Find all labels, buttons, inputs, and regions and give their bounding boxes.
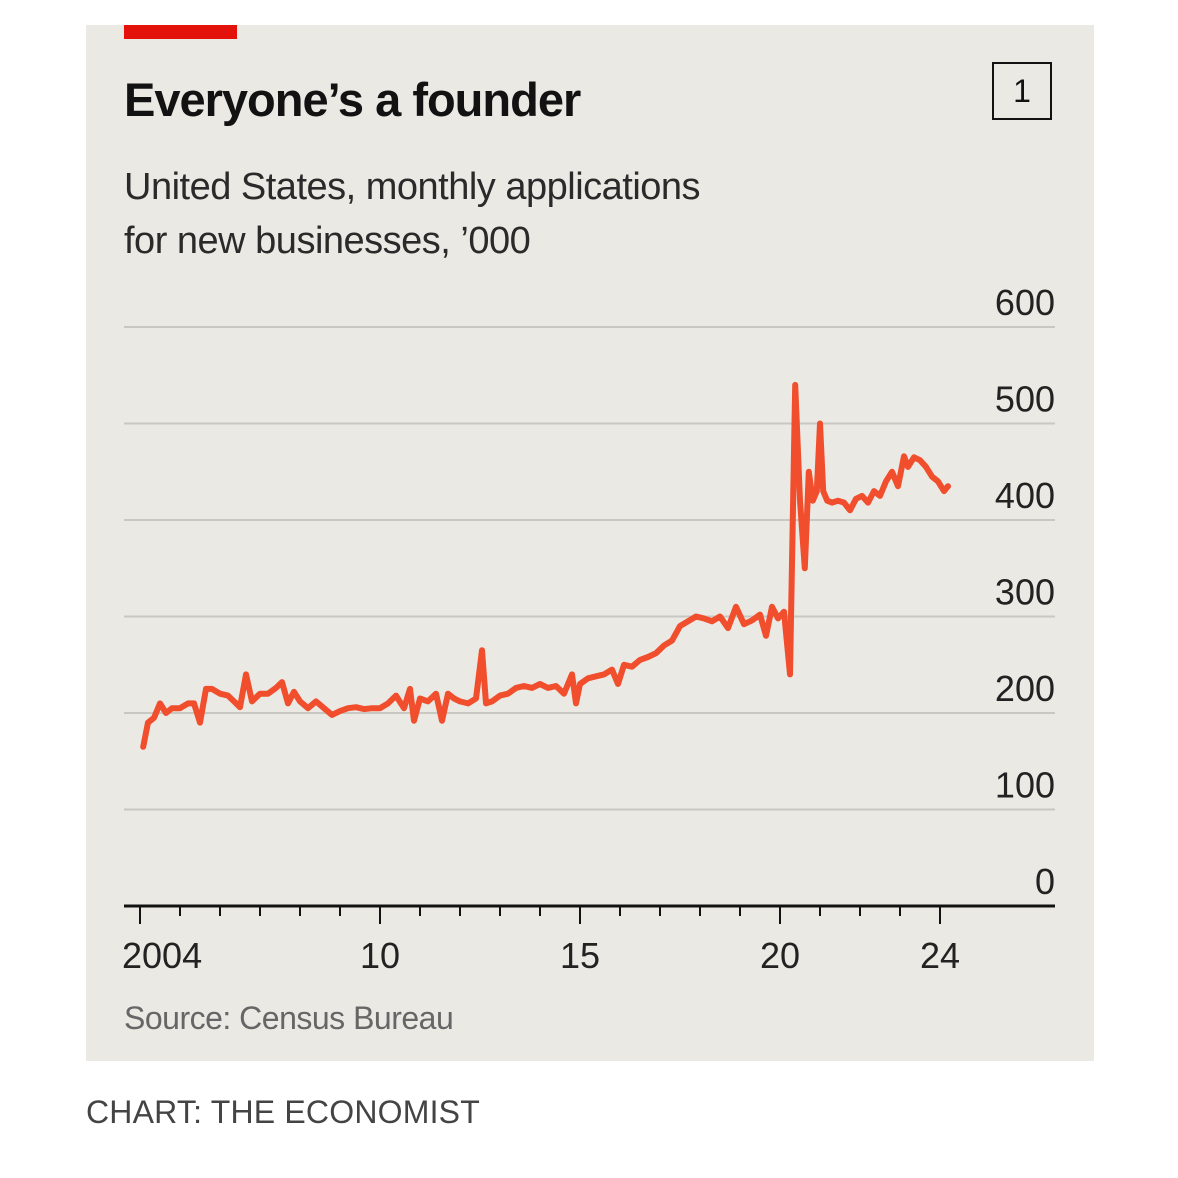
x-tick-label-20: 20 [760, 935, 800, 976]
gridlines [124, 326, 1055, 811]
source-note: Source: Census Bureau [124, 1000, 454, 1036]
x-axis [124, 904, 1055, 924]
chart-title: Everyone’s a founder [124, 73, 581, 126]
chart-subtitle: United States, monthly applications for … [124, 160, 824, 268]
y-tick-label-0: 0 [1035, 861, 1055, 902]
x-tick-label-24: 24 [920, 935, 960, 976]
chart-panel [86, 25, 1094, 1061]
chart-subtitle-line-2: for new businesses, ’000 [124, 220, 531, 262]
x-tick-label-2004: 2004 [122, 935, 202, 976]
chart-credit: CHART: THE ECONOMIST [86, 1094, 480, 1130]
y-tick-label-100: 100 [995, 765, 1055, 806]
y-tick-label-600: 600 [995, 282, 1055, 323]
x-tick-label-15: 15 [560, 935, 600, 976]
series-line-new-business-applications [140, 381, 951, 750]
x-tick-labels: 2004 10 15 20 24 [122, 935, 960, 976]
chart-subtitle-line-1: United States, monthly applications [124, 166, 701, 208]
chart-number-badge: 1 [992, 62, 1052, 120]
y-tick-labels: 0 100 200 300 400 500 600 [995, 282, 1055, 902]
y-tick-label-300: 300 [995, 572, 1055, 613]
y-tick-label-400: 400 [995, 475, 1055, 516]
y-tick-label-200: 200 [995, 668, 1055, 709]
x-tick-label-10: 10 [360, 935, 400, 976]
y-tick-label-500: 500 [995, 379, 1055, 420]
accent-red-bar [124, 25, 237, 39]
